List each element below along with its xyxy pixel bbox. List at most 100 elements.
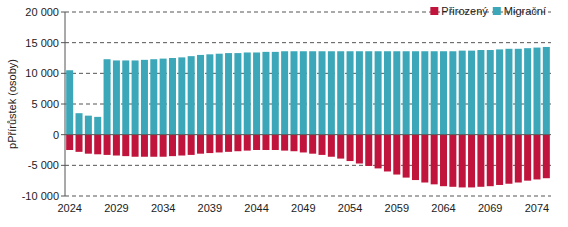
bar — [477, 50, 484, 135]
y-axis — [65, 12, 66, 196]
bar — [309, 135, 316, 154]
bar — [487, 135, 494, 187]
bar — [515, 49, 522, 135]
bar — [468, 51, 475, 135]
bar — [393, 135, 400, 175]
bar — [328, 135, 335, 157]
y-tick-label: 20 000 — [25, 6, 59, 18]
bar — [104, 59, 111, 134]
bar — [197, 135, 204, 154]
y-tick — [61, 165, 65, 166]
bar — [431, 51, 438, 134]
bar — [132, 60, 139, 134]
bar — [197, 55, 204, 135]
bar — [300, 135, 307, 153]
bar — [543, 47, 550, 135]
x-tick-label: 2034 — [151, 202, 175, 214]
bar — [225, 135, 232, 152]
bar — [76, 113, 83, 134]
bar — [309, 51, 316, 134]
bar — [169, 135, 176, 156]
y-tick — [61, 42, 65, 43]
bar — [319, 135, 326, 155]
bar — [244, 135, 251, 151]
bar — [253, 52, 260, 134]
bar — [141, 60, 148, 135]
x-tick-label: 2069 — [478, 202, 502, 214]
bar — [122, 135, 129, 156]
bar — [375, 135, 382, 169]
x-tick-label: 2049 — [291, 202, 315, 214]
bar — [234, 53, 241, 135]
bar — [94, 135, 101, 155]
bar — [272, 52, 279, 135]
bar — [524, 135, 531, 181]
bar — [216, 135, 223, 153]
bar — [206, 54, 213, 134]
bar — [290, 135, 297, 152]
x-tick-label: 2059 — [385, 202, 409, 214]
y-tick-label: 10 000 — [25, 67, 59, 79]
bar — [440, 51, 447, 134]
bar — [150, 135, 157, 157]
bar — [459, 135, 466, 188]
bar — [122, 60, 129, 134]
bar — [262, 52, 269, 135]
bar — [150, 59, 157, 134]
y-tick — [61, 134, 65, 135]
bar — [216, 54, 223, 135]
bar — [281, 135, 288, 151]
y-tick — [61, 73, 65, 74]
bar — [459, 51, 466, 135]
bar — [347, 51, 354, 134]
bar — [141, 135, 148, 157]
y-tick — [61, 104, 65, 105]
bar — [496, 49, 503, 134]
bar — [347, 135, 354, 161]
bar — [178, 57, 185, 134]
y-tick-label: 15 000 — [25, 37, 59, 49]
bar — [365, 135, 372, 166]
bar — [66, 135, 73, 150]
bar — [104, 135, 111, 155]
chart: -10 000-5 00005 00010 00015 00020 000pPř… — [0, 0, 568, 227]
bar — [393, 51, 400, 134]
x-tick-label: 2064 — [431, 202, 455, 214]
bar — [244, 52, 251, 134]
x-axis — [65, 134, 551, 135]
bar — [169, 58, 176, 135]
bar — [319, 51, 326, 134]
x-tick-label: 2039 — [198, 202, 222, 214]
bar — [66, 70, 73, 134]
bar — [337, 135, 344, 159]
bar — [160, 135, 167, 157]
bar — [272, 135, 279, 150]
bar — [113, 135, 120, 156]
bar — [477, 135, 484, 187]
bar — [496, 135, 503, 185]
bar — [543, 135, 550, 179]
bar — [431, 135, 438, 185]
legend-swatch — [493, 7, 501, 15]
bar — [290, 51, 297, 134]
bar — [300, 51, 307, 134]
y-tick — [61, 196, 65, 197]
bar — [533, 48, 540, 135]
bar — [337, 51, 344, 134]
bar — [449, 51, 456, 134]
bar — [253, 135, 260, 150]
bar — [440, 135, 447, 187]
bar — [365, 51, 372, 134]
bar — [262, 135, 269, 150]
y-tick-label: 0 — [53, 129, 59, 141]
x-tick-label: 2054 — [338, 202, 362, 214]
bar — [94, 117, 101, 135]
bar — [281, 51, 288, 134]
bar — [132, 135, 139, 157]
bar — [113, 60, 120, 134]
bar — [403, 135, 410, 178]
y-tick-label: -10 000 — [22, 190, 59, 202]
bar — [76, 135, 83, 152]
bar — [421, 135, 428, 183]
bar — [449, 135, 456, 187]
